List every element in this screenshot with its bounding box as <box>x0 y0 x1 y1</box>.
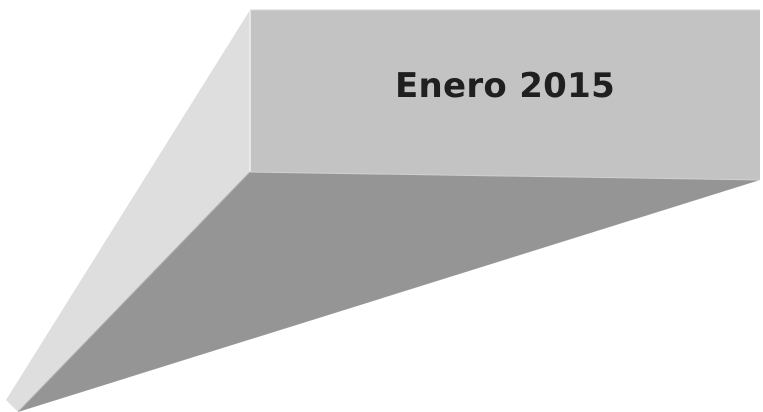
banner-bottom-edge <box>249 171 761 181</box>
banner-title: Enero 2015 <box>394 66 616 106</box>
banner-diagonal-edge <box>17 171 251 412</box>
banner-front-face <box>250 10 760 180</box>
banner-left-face <box>6 10 250 412</box>
banner-bottom-face <box>18 172 760 412</box>
